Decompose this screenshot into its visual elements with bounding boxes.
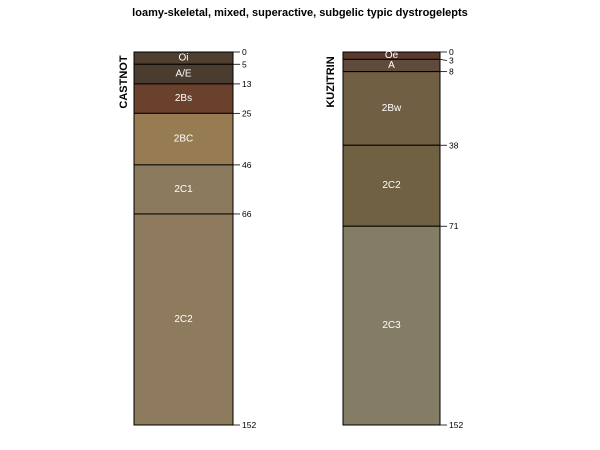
- horizon-label: 2Bw: [382, 103, 402, 114]
- horizon-label: 2C2: [382, 180, 401, 191]
- depth-label: 46: [242, 160, 252, 170]
- depth-label: 0: [242, 47, 247, 57]
- profile-name-kuzitrin: KUZITRIN: [325, 56, 337, 107]
- depth-label: 5: [242, 59, 247, 69]
- depth-label: 8: [449, 67, 454, 77]
- depth-label: 38: [449, 140, 459, 150]
- depth-label: 3: [449, 56, 454, 66]
- horizon-2bw: [342, 71, 441, 146]
- depth-label: 152: [242, 420, 256, 430]
- horizon-label: 2BC: [174, 134, 193, 145]
- horizon-label: 2C2: [174, 314, 193, 325]
- depth-label: 0: [449, 47, 454, 57]
- horizon-label: Oe: [385, 50, 399, 61]
- horizon-2c2: [133, 213, 234, 426]
- depth-tick: [439, 58, 448, 61]
- depth-label: 25: [242, 108, 252, 118]
- profile-name-castnot: CASTNOT: [118, 55, 130, 108]
- profile-castnot: CASTNOT Oi A/E 2Bs 2BC 2C1 2C2 0 5 13 25 46 66 152: [118, 47, 256, 430]
- horizon-label: 2C3: [382, 320, 401, 331]
- horizon-label: 2Bs: [175, 93, 192, 104]
- horizon-label: A/E: [175, 69, 191, 80]
- depth-label: 71: [449, 221, 459, 231]
- figure-title: loamy-skeletal, mixed, superactive, subg…: [132, 7, 468, 19]
- depth-label: 152: [449, 420, 463, 430]
- horizons-castnot: Oi A/E 2Bs 2BC 2C1 2C2 0 5 13 25 46 66 152: [133, 47, 256, 430]
- horizon-2c1: [133, 164, 234, 215]
- horizon-label: A: [388, 60, 395, 71]
- horizon-2c3: [342, 225, 441, 426]
- horizon-2c2: [342, 144, 441, 227]
- depth-label: 13: [242, 79, 252, 89]
- depth-label: 66: [242, 209, 252, 219]
- horizon-label: 2C1: [174, 184, 193, 195]
- horizon-label: Oi: [179, 53, 189, 64]
- horizon-2bc: [133, 112, 234, 166]
